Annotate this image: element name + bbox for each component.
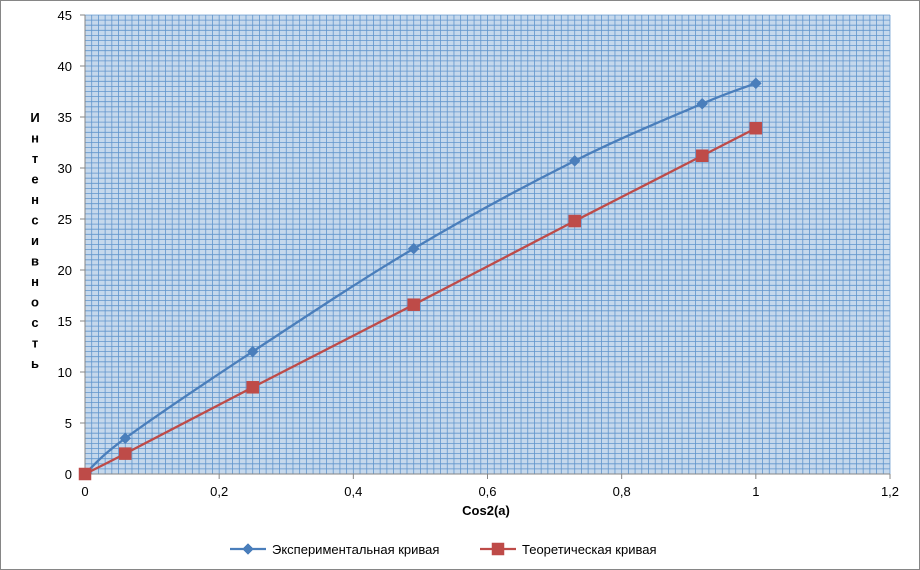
legend-marker — [242, 543, 254, 555]
data-point — [78, 467, 92, 481]
x-axis-label: Cos2(a) — [462, 503, 510, 518]
data-point — [407, 298, 420, 311]
series-2 — [78, 121, 763, 481]
data-point — [568, 155, 581, 167]
x-tick-label: 0,4 — [344, 484, 362, 499]
x-tick-label: 1,2 — [881, 484, 899, 499]
x-tick-label: 0,2 — [210, 484, 228, 499]
legend-item-1: Экспериментальная кривая — [230, 542, 439, 557]
y-tick-label: 5 — [65, 416, 72, 431]
svg-text:в: в — [31, 254, 39, 269]
data-point — [696, 97, 709, 110]
data-point — [568, 214, 581, 228]
svg-text:н: н — [31, 192, 39, 207]
y-tick-label: 30 — [58, 161, 72, 176]
x-tick-label: 0,6 — [478, 484, 496, 499]
x-tick-label: 0 — [81, 484, 88, 499]
data-point — [695, 149, 709, 163]
data-point — [246, 381, 259, 394]
data-point — [246, 345, 259, 358]
legend-label: Экспериментальная кривая — [272, 542, 439, 557]
svg-text:с: с — [31, 213, 38, 228]
data-point — [749, 121, 763, 135]
legend-label: Теоретическая кривая — [522, 542, 656, 557]
svg-text:н: н — [31, 274, 39, 289]
data-point — [119, 447, 132, 460]
y-tick-label: 20 — [58, 263, 72, 278]
data-point — [407, 242, 420, 255]
svg-text:т: т — [32, 151, 38, 166]
svg-text:ь: ь — [31, 356, 39, 371]
svg-text:о: о — [31, 295, 39, 310]
data-point — [749, 77, 762, 90]
y-tick-label: 0 — [65, 467, 72, 482]
legend: Экспериментальная кривая Теоретическая кр… — [230, 542, 656, 557]
grid-lines — [84, 14, 891, 475]
x-tick-label: 0,8 — [613, 484, 631, 499]
svg-text:с: с — [31, 315, 38, 330]
svg-text:И: И — [30, 110, 39, 125]
x-tick-label: 1 — [752, 484, 759, 499]
y-tick-label: 45 — [58, 8, 72, 23]
data-point — [119, 432, 132, 445]
svg-text:н: н — [31, 131, 39, 146]
y-tick-label: 40 — [58, 59, 72, 74]
y-tick-label: 35 — [58, 110, 72, 125]
y-tick-label: 25 — [58, 212, 72, 227]
y-tick-label: 10 — [58, 365, 72, 380]
svg-text:е: е — [31, 172, 38, 187]
svg-text:т: т — [32, 336, 38, 351]
svg-text:и: и — [31, 233, 39, 248]
y-tick-label: 15 — [58, 314, 72, 329]
legend-marker — [491, 542, 505, 556]
legend-item-2: Теоретическая кривая — [480, 542, 656, 557]
